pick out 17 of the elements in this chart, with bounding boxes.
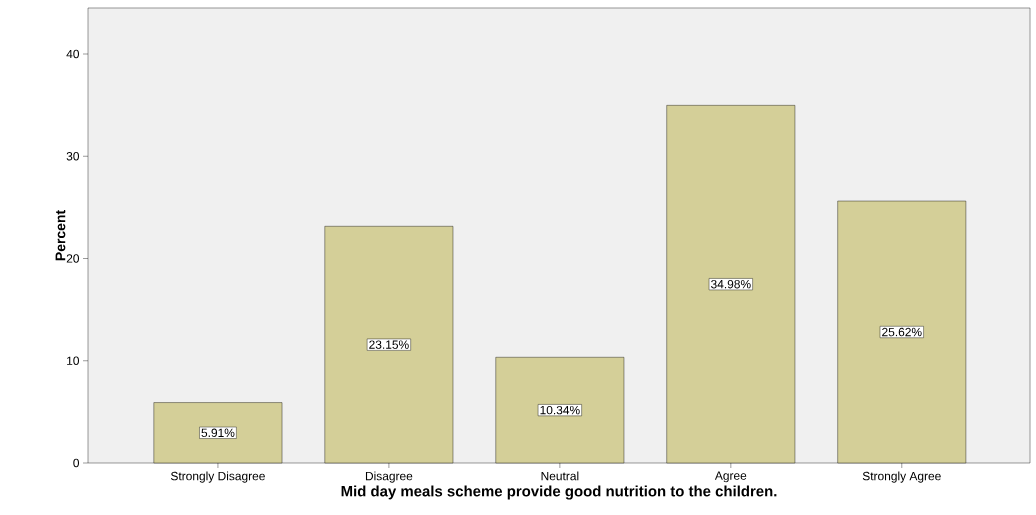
data-label: 10.34% [540,405,580,415]
data-label: 34.98% [711,279,751,289]
x-tick-label: Disagree [365,471,413,483]
y-tick-label: 0 [73,458,80,468]
x-tick-label: Strongly Disagree [170,471,265,483]
x-tick-label: Agree [714,471,747,483]
data-label: 5.91% [201,428,235,438]
data-label: 23.15% [369,340,409,349]
y-tick-label: 20 [66,254,80,263]
data-label: 25.62% [882,327,922,337]
y-tick-label: 10 [67,356,80,365]
x-tick-label: Strongly Agree [862,471,941,483]
x-tick-label: Neutral [541,471,579,481]
y-tick-label: 40 [66,49,80,59]
x-axis-title: Mid day meals scheme provide good nutrition to the children. [341,485,777,500]
y-tick-label: 30 [66,152,80,161]
y-axis-title: Percent [55,210,66,261]
